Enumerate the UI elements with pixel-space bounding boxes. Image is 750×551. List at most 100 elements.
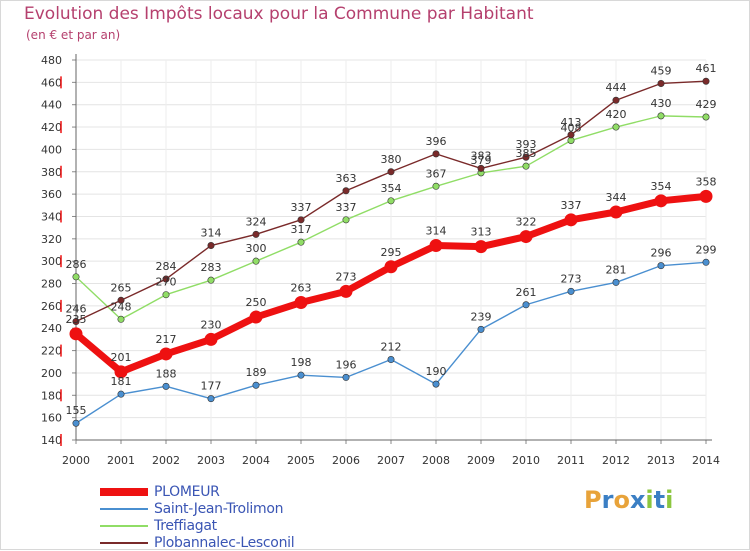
- y-tick-label: 260: [41, 300, 62, 313]
- data-point-treffiagat: [162, 291, 170, 299]
- x-tick-label: 2002: [152, 454, 180, 467]
- x-tick-label: 2008: [422, 454, 450, 467]
- logo-letter: P: [584, 486, 602, 514]
- data-point-plobannalec-lesconil: [72, 318, 80, 326]
- data-point-plobannalec-lesconil: [387, 168, 395, 176]
- data-point-plomeur: [609, 205, 623, 219]
- data-label-plomeur: 295: [381, 246, 402, 259]
- data-point-plobannalec-lesconil: [612, 96, 620, 104]
- x-tick-label: 2007: [377, 454, 405, 467]
- grid: [75, 59, 707, 441]
- data-point-plomeur: [519, 230, 533, 244]
- legend-item: Saint-Jean-Trolimon: [100, 501, 360, 517]
- data-label-plomeur: 314: [426, 225, 447, 238]
- data-point-plomeur: [654, 194, 668, 208]
- data-label-plobannalec-lesconil: 363: [336, 172, 357, 185]
- data-point-saint-jean-trolimon: [387, 356, 395, 364]
- data-label-plobannalec-lesconil: 265: [111, 281, 132, 294]
- data-point-saint-jean-trolimon: [297, 371, 305, 379]
- legend-item: Treffiagat: [100, 518, 360, 534]
- data-label-saint-jean-trolimon: 212: [381, 341, 402, 354]
- proxiti-logo: Proxiti: [584, 486, 673, 514]
- logo-letter: r: [601, 486, 614, 514]
- data-point-saint-jean-trolimon: [162, 382, 170, 390]
- x-tick-label: 2010: [512, 454, 540, 467]
- data-label-treffiagat: 270: [156, 276, 177, 289]
- data-label-saint-jean-trolimon: 299: [696, 243, 717, 256]
- data-point-plomeur: [69, 327, 83, 341]
- data-point-treffiagat: [702, 113, 710, 121]
- logo-letter: o: [613, 486, 630, 514]
- data-point-plobannalec-lesconil: [567, 131, 575, 139]
- data-point-saint-jean-trolimon: [252, 381, 260, 389]
- logo-letter: t: [653, 486, 666, 514]
- data-label-saint-jean-trolimon: 273: [561, 272, 582, 285]
- y-tick-label: 420: [41, 121, 62, 134]
- y-tick-label: 380: [41, 166, 62, 179]
- data-point-treffiagat: [387, 197, 395, 205]
- data-point-treffiagat: [252, 257, 260, 265]
- data-label-treffiagat: 248: [111, 300, 132, 313]
- data-label-plobannalec-lesconil: 284: [156, 260, 177, 273]
- legend-label: Treffiagat: [154, 518, 217, 534]
- data-point-plobannalec-lesconil: [702, 77, 710, 85]
- data-label-plomeur: 322: [516, 216, 537, 229]
- data-point-treffiagat: [657, 112, 665, 120]
- y-tick-label: 460: [41, 76, 62, 89]
- data-label-plomeur: 313: [471, 226, 492, 239]
- x-tick-label: 2003: [197, 454, 225, 467]
- data-point-plomeur: [114, 365, 128, 379]
- data-label-treffiagat: 286: [66, 258, 87, 271]
- data-label-saint-jean-trolimon: 188: [156, 367, 177, 380]
- data-label-treffiagat: 300: [246, 242, 267, 255]
- data-label-saint-jean-trolimon: 196: [336, 358, 357, 371]
- y-tick-label: 320: [41, 233, 62, 246]
- series-lines: [69, 77, 713, 427]
- data-label-saint-jean-trolimon: 181: [111, 375, 132, 388]
- data-label-plomeur: 344: [606, 191, 627, 204]
- data-label-plomeur: 263: [291, 282, 312, 295]
- data-point-plobannalec-lesconil: [297, 216, 305, 224]
- data-point-saint-jean-trolimon: [702, 258, 710, 266]
- data-label-treffiagat: 429: [696, 98, 717, 111]
- data-label-plomeur: 354: [651, 180, 672, 193]
- x-tick-label: 2009: [467, 454, 495, 467]
- data-point-treffiagat: [207, 276, 215, 284]
- data-label-treffiagat: 354: [381, 182, 402, 195]
- data-point-treffiagat: [72, 273, 80, 281]
- y-tick-label: 200: [41, 367, 62, 380]
- data-point-saint-jean-trolimon: [342, 373, 350, 381]
- x-tick-label: 2006: [332, 454, 360, 467]
- legend-label: Plobannalec-Lesconil: [154, 535, 295, 551]
- x-tick-label: 2013: [647, 454, 675, 467]
- data-point-plomeur: [699, 189, 713, 203]
- data-label-plobannalec-lesconil: 337: [291, 201, 312, 214]
- data-point-plomeur: [384, 260, 398, 274]
- data-point-treffiagat: [432, 182, 440, 190]
- logo-letter: x: [629, 486, 646, 514]
- data-label-treffiagat: 337: [336, 201, 357, 214]
- data-point-saint-jean-trolimon: [612, 278, 620, 286]
- x-tick-label: 2005: [287, 454, 315, 467]
- data-point-plobannalec-lesconil: [207, 242, 215, 250]
- data-label-saint-jean-trolimon: 177: [201, 380, 222, 393]
- legend-swatch: [100, 488, 148, 496]
- data-point-saint-jean-trolimon: [72, 419, 80, 427]
- y-tick-label: 400: [41, 143, 62, 156]
- data-label-saint-jean-trolimon: 155: [66, 404, 87, 417]
- data-label-plobannalec-lesconil: 246: [66, 303, 87, 316]
- x-tick-label: 2004: [242, 454, 270, 467]
- data-point-plomeur: [204, 332, 218, 346]
- data-point-plomeur: [249, 310, 263, 324]
- data-point-plomeur: [564, 213, 578, 227]
- data-point-saint-jean-trolimon: [477, 325, 485, 333]
- legend-swatch: [100, 525, 148, 527]
- data-point-saint-jean-trolimon: [567, 287, 575, 295]
- legend-swatch: [100, 508, 148, 510]
- data-label-saint-jean-trolimon: 189: [246, 366, 267, 379]
- logo-letter: i: [645, 486, 654, 514]
- data-point-treffiagat: [612, 123, 620, 131]
- data-label-plobannalec-lesconil: 393: [516, 138, 537, 151]
- data-point-saint-jean-trolimon: [522, 301, 530, 309]
